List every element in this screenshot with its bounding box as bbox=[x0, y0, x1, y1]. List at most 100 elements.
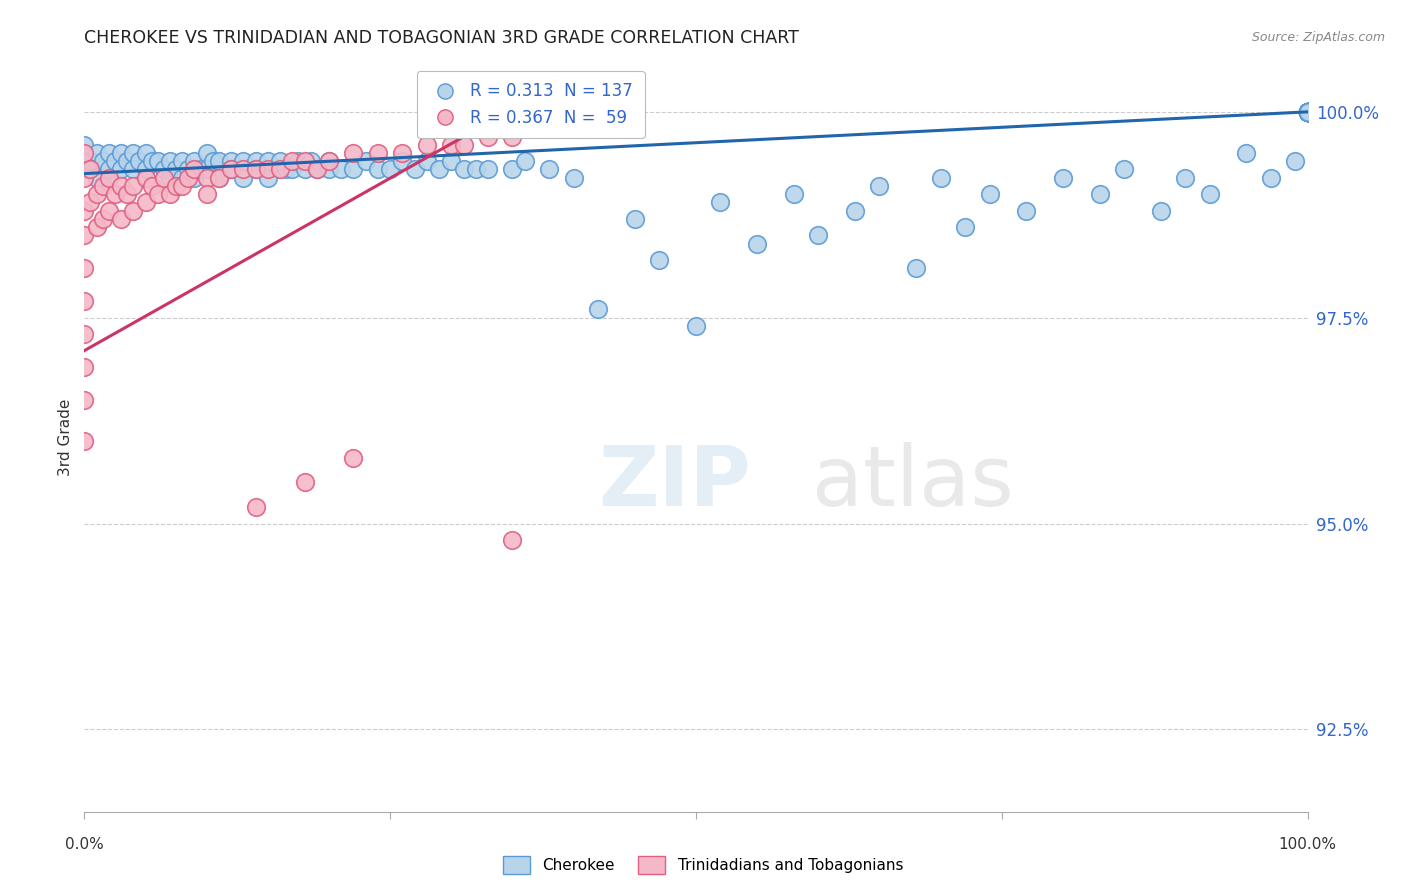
Point bbox=[135, 146, 157, 161]
Point bbox=[219, 162, 242, 177]
Point bbox=[1296, 104, 1319, 119]
Point bbox=[276, 162, 298, 177]
Point bbox=[427, 162, 450, 177]
Point bbox=[104, 187, 127, 202]
Point bbox=[404, 162, 426, 177]
Point bbox=[172, 154, 194, 169]
Point bbox=[354, 154, 377, 169]
Point bbox=[1296, 104, 1319, 119]
Point bbox=[330, 162, 353, 177]
Point bbox=[1296, 104, 1319, 119]
Point bbox=[440, 137, 463, 152]
Point bbox=[305, 162, 328, 177]
Point bbox=[1296, 104, 1319, 119]
Point bbox=[73, 434, 96, 449]
Point bbox=[502, 162, 524, 177]
Point bbox=[97, 203, 120, 218]
Point bbox=[115, 154, 138, 169]
Point bbox=[747, 236, 769, 251]
Point bbox=[91, 154, 114, 169]
Point bbox=[1296, 104, 1319, 119]
Point bbox=[1296, 104, 1319, 119]
Point bbox=[1296, 104, 1319, 119]
Point bbox=[232, 154, 254, 169]
Point bbox=[73, 327, 96, 342]
Point bbox=[122, 162, 145, 177]
Point bbox=[538, 162, 561, 177]
Y-axis label: 3rd Grade: 3rd Grade bbox=[58, 399, 73, 475]
Point bbox=[73, 146, 96, 161]
Point bbox=[305, 162, 328, 177]
Point bbox=[91, 178, 114, 193]
Point bbox=[245, 162, 267, 177]
Point bbox=[1296, 104, 1319, 119]
Point bbox=[86, 170, 108, 185]
Point bbox=[97, 146, 120, 161]
Point bbox=[110, 178, 132, 193]
Point bbox=[502, 129, 524, 144]
Point bbox=[1296, 104, 1319, 119]
Legend: Cherokee, Trinidadians and Tobagonians: Cherokee, Trinidadians and Tobagonians bbox=[496, 850, 910, 880]
Point bbox=[201, 154, 224, 169]
Point bbox=[502, 533, 524, 547]
Point bbox=[1296, 104, 1319, 119]
Point bbox=[281, 154, 304, 169]
Point bbox=[1296, 104, 1319, 119]
Point bbox=[1296, 104, 1319, 119]
Text: CHEROKEE VS TRINIDADIAN AND TOBAGONIAN 3RD GRADE CORRELATION CHART: CHEROKEE VS TRINIDADIAN AND TOBAGONIAN 3… bbox=[84, 29, 799, 47]
Point bbox=[453, 162, 475, 177]
Point bbox=[318, 162, 340, 177]
Point bbox=[648, 253, 671, 268]
Point bbox=[208, 170, 231, 185]
Point bbox=[905, 261, 928, 276]
Point bbox=[104, 154, 127, 169]
Point bbox=[844, 203, 866, 218]
Point bbox=[1296, 104, 1319, 119]
Text: 0.0%: 0.0% bbox=[65, 837, 104, 852]
Point bbox=[135, 162, 157, 177]
Point bbox=[79, 162, 101, 177]
Point bbox=[1198, 187, 1220, 202]
Point bbox=[141, 178, 163, 193]
Point bbox=[526, 121, 548, 136]
Point bbox=[122, 178, 145, 193]
Point bbox=[208, 154, 231, 169]
Point bbox=[416, 154, 439, 169]
Point bbox=[1296, 104, 1319, 119]
Point bbox=[1296, 104, 1319, 119]
Point bbox=[269, 162, 291, 177]
Point bbox=[929, 170, 952, 185]
Point bbox=[1296, 104, 1319, 119]
Point bbox=[115, 187, 138, 202]
Point bbox=[110, 162, 132, 177]
Point bbox=[110, 211, 132, 226]
Point bbox=[195, 187, 218, 202]
Point bbox=[245, 162, 267, 177]
Point bbox=[208, 170, 231, 185]
Point bbox=[73, 392, 96, 407]
Point bbox=[122, 146, 145, 161]
Point bbox=[153, 170, 176, 185]
Point bbox=[391, 146, 413, 161]
Point bbox=[195, 162, 218, 177]
Point bbox=[73, 162, 96, 177]
Point bbox=[869, 178, 891, 193]
Point bbox=[1296, 104, 1319, 119]
Point bbox=[1260, 170, 1282, 185]
Point bbox=[245, 154, 267, 169]
Point bbox=[294, 162, 316, 177]
Point bbox=[1296, 104, 1319, 119]
Point bbox=[953, 220, 976, 235]
Point bbox=[128, 154, 150, 169]
Point bbox=[257, 170, 280, 185]
Point bbox=[1296, 104, 1319, 119]
Point bbox=[110, 146, 132, 161]
Point bbox=[453, 137, 475, 152]
Point bbox=[86, 220, 108, 235]
Point bbox=[219, 154, 242, 169]
Point bbox=[122, 203, 145, 218]
Point bbox=[1296, 104, 1319, 119]
Point bbox=[1236, 146, 1258, 161]
Point bbox=[477, 129, 499, 144]
Point bbox=[1284, 154, 1306, 169]
